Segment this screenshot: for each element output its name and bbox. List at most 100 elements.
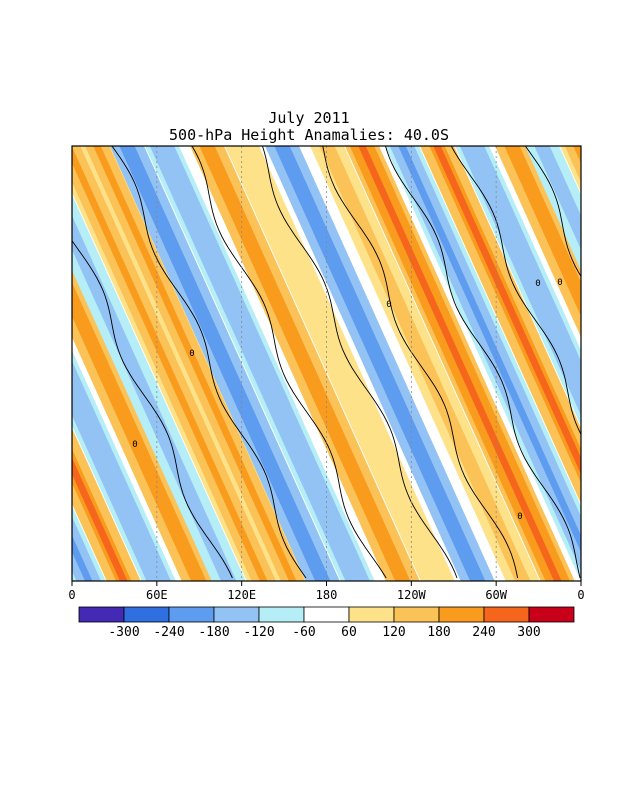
- chart-title: July 2011: [268, 109, 349, 127]
- anomaly-band: [424, 146, 581, 494]
- colorbar-label: 300: [517, 625, 540, 640]
- colorbar-swatch: [258, 606, 305, 623]
- zero-contour: [596, 146, 618, 578]
- anomaly-band: [72, 379, 163, 581]
- anomaly-band: [0, 146, 17, 581]
- colorbar-label: 60: [341, 625, 357, 640]
- anomaly-band: [72, 428, 141, 581]
- anomaly-band: [508, 146, 581, 308]
- plot-area: [0, 146, 618, 581]
- anomaly-band: [72, 371, 167, 581]
- x-axis-ticks: 0 60E 120E 180 120W 60W 0: [68, 581, 585, 602]
- colorbar-label: -120: [243, 625, 274, 640]
- zero-contour: [191, 146, 387, 579]
- anomaly-band: [594, 146, 618, 581]
- anomaly-band: [499, 146, 581, 327]
- zero-contours: 0 0 0 0 0 0: [72, 146, 618, 579]
- x-tick-label: 0: [577, 588, 584, 602]
- anomaly-band: [123, 146, 327, 581]
- anomaly-band: [534, 146, 581, 250]
- anomaly-band: [0, 146, 56, 581]
- contour-label: 0: [132, 440, 137, 450]
- anomaly-band: [464, 146, 581, 406]
- zero-contour: [385, 146, 581, 579]
- colorbar-swatch: [123, 606, 170, 623]
- zero-contour: [111, 146, 307, 579]
- anomaly-band: [238, 146, 442, 581]
- anomaly-band: [468, 146, 581, 397]
- anomaly-band: [0, 146, 52, 581]
- anomaly-band: [203, 146, 407, 581]
- anomaly-band: [573, 146, 581, 164]
- colorbar-label: 180: [427, 625, 450, 640]
- anomaly-band: [158, 146, 362, 581]
- zero-contour: [450, 146, 581, 436]
- anomaly-band: [358, 146, 562, 581]
- colorbar-label: -300: [108, 625, 139, 640]
- anomaly-band: [429, 146, 581, 484]
- anomaly-band: [433, 146, 581, 475]
- chart-subtitle: 500-hPa Height Anamalies: 40.0S: [169, 126, 449, 144]
- contour-label: 0: [386, 300, 391, 310]
- anomaly-band: [72, 282, 207, 581]
- anomaly-band: [602, 146, 618, 581]
- anomaly-band: [529, 146, 581, 260]
- anomaly-band: [323, 146, 527, 581]
- anomaly-band: [72, 215, 237, 581]
- anomaly-band: [538, 146, 581, 241]
- colorbar-swatch: [393, 606, 440, 623]
- anomaly-band: [72, 146, 268, 581]
- anomaly-band: [495, 146, 581, 338]
- x-tick-label: 180: [316, 588, 338, 602]
- colorbar-swatch: [213, 606, 260, 623]
- anomaly-band: [72, 194, 246, 581]
- x-tick-label: 60E: [146, 588, 168, 602]
- anomaly-band: [504, 146, 581, 317]
- colorbar-label: -180: [198, 625, 229, 640]
- anomaly-band: [72, 535, 93, 581]
- x-tick-label: 0: [68, 588, 75, 602]
- anomaly-band: [389, 146, 581, 571]
- x-tick-label: 120W: [397, 588, 427, 602]
- anomaly-band: [459, 146, 581, 416]
- anomaly-band: [385, 146, 581, 581]
- anomaly-band: [72, 457, 128, 581]
- contour-label: 0: [557, 278, 562, 288]
- colorbar-swatch: [78, 606, 125, 623]
- colorbar-label: 240: [472, 625, 495, 640]
- contour-label: 0: [517, 512, 522, 522]
- anomaly-band: [0, 146, 61, 581]
- x-tick-label: 120E: [227, 588, 256, 602]
- zero-contour: [262, 146, 458, 579]
- anomaly-band: [72, 438, 136, 581]
- zero-contour: [72, 239, 233, 579]
- anomaly-band: [72, 146, 272, 581]
- colorbar-swatch: [348, 606, 395, 623]
- zero-contour: [322, 146, 519, 579]
- anomaly-band: [72, 361, 171, 581]
- anomaly-band: [589, 146, 618, 581]
- anomaly-band: [420, 146, 581, 504]
- anomaly-band: [72, 224, 233, 581]
- anomaly-band: [455, 146, 581, 426]
- anomaly-band: [72, 350, 176, 581]
- colorbar-label: 120: [382, 625, 405, 640]
- anomaly-band: [72, 272, 211, 581]
- colorbar-label: -60: [292, 625, 315, 640]
- colorbar-label: -240: [153, 625, 184, 640]
- zero-contour: [524, 146, 581, 278]
- contour-label: 0: [189, 349, 194, 359]
- colorbar-swatch: [303, 606, 350, 623]
- x-tick-label: 60W: [485, 588, 507, 602]
- anomaly-band: [93, 146, 297, 581]
- anomaly-band: [72, 526, 97, 581]
- anomaly-band: [72, 205, 241, 581]
- contour-label: 0: [535, 279, 540, 289]
- anomaly-band: [598, 146, 618, 581]
- anomaly-band: [72, 291, 203, 581]
- colorbar-swatch: [528, 606, 575, 623]
- colorbar-swatch: [438, 606, 485, 623]
- anomaly-band: [72, 449, 132, 581]
- anomaly-band: [278, 146, 482, 581]
